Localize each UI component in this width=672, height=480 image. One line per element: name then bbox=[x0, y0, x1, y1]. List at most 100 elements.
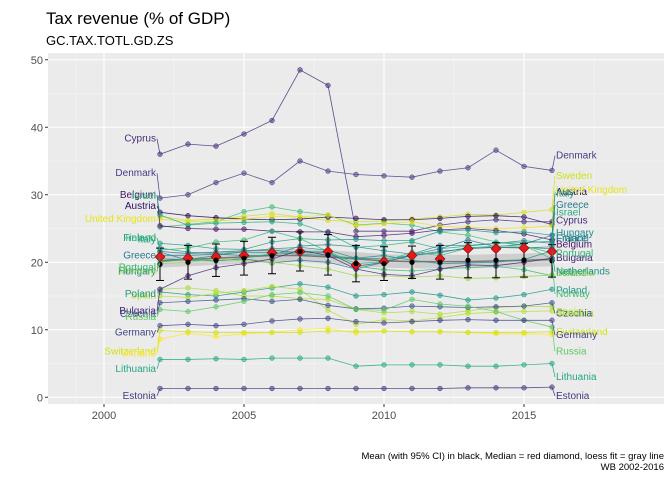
data-point-germany bbox=[437, 317, 443, 323]
left-label-bulgaria: Bulgaria bbox=[119, 306, 156, 317]
data-point-cyprus bbox=[213, 143, 219, 149]
data-point-poland bbox=[465, 297, 471, 303]
right-leader-germany bbox=[551, 320, 556, 336]
data-point-israel bbox=[213, 220, 219, 226]
data-point-united-kingdom bbox=[409, 219, 415, 225]
right-leader-russia bbox=[551, 327, 556, 352]
data-point-czechia bbox=[269, 298, 275, 305]
data-point-lithuania bbox=[325, 355, 331, 361]
right-label-switzerland: Switzerland bbox=[556, 327, 608, 338]
chart-title: Tax revenue (% of GDP) bbox=[46, 9, 230, 28]
y-tick-label: 30 bbox=[31, 190, 43, 202]
data-point-estonia bbox=[465, 385, 471, 391]
right-label-czechia: Czechia bbox=[556, 309, 593, 320]
data-point-austria bbox=[493, 213, 499, 219]
mean-point bbox=[269, 252, 275, 259]
data-point-norway bbox=[465, 232, 471, 238]
data-point-estonia bbox=[353, 385, 359, 392]
x-tick-label: 2000 bbox=[92, 410, 116, 422]
data-point-austria bbox=[185, 213, 191, 219]
right-label-slovakia: Slovakia bbox=[556, 309, 594, 320]
data-point-spain bbox=[521, 308, 527, 315]
mean-point bbox=[437, 259, 443, 265]
data-point-germany bbox=[269, 318, 275, 324]
data-point-germany bbox=[493, 317, 499, 323]
left-label-cyprus: Cyprus bbox=[124, 134, 156, 145]
data-point-italy bbox=[409, 238, 415, 244]
left-leader-denmark bbox=[156, 173, 161, 199]
country-labels: CyprusDenmarkAustriaBelgiumIsraelUnited … bbox=[85, 134, 627, 402]
data-point-greece bbox=[465, 237, 471, 243]
right-label-spain: Spain bbox=[556, 307, 582, 318]
data-point-czechia bbox=[213, 297, 219, 303]
left-leader-israel bbox=[156, 196, 161, 216]
data-point-cyprus bbox=[297, 67, 303, 73]
right-label-germany: Germany bbox=[556, 330, 597, 341]
data-point-cyprus bbox=[185, 141, 191, 147]
data-point-austria bbox=[465, 213, 471, 220]
data-point-lithuania bbox=[185, 356, 191, 363]
left-leader-portugal bbox=[156, 262, 161, 268]
left-label-switzerland: Switzerland bbox=[104, 346, 156, 357]
data-point-czechia bbox=[521, 303, 527, 309]
summary-stats bbox=[154, 231, 558, 283]
left-label-ukraine: Ukraine bbox=[122, 348, 157, 359]
data-point-switzerland bbox=[521, 329, 527, 336]
data-point-united-kingdom bbox=[297, 214, 303, 220]
data-point-italy bbox=[353, 236, 359, 242]
left-label-portugal: Portugal bbox=[119, 263, 156, 274]
data-point-denmark bbox=[465, 165, 471, 171]
data-point-norway bbox=[241, 208, 247, 215]
grid bbox=[48, 53, 664, 404]
data-point-switzerland bbox=[213, 329, 219, 336]
caption-line-2: WB 2002-2016 bbox=[601, 462, 664, 473]
data-point-germany bbox=[381, 320, 387, 326]
left-label-spain: Spain bbox=[130, 290, 156, 301]
data-point-lithuania bbox=[381, 362, 387, 368]
right-label-hungary: Hungary bbox=[556, 228, 594, 239]
data-point-lithuania bbox=[353, 363, 359, 369]
data-point-russia bbox=[437, 301, 443, 307]
right-label-denmark: Denmark bbox=[556, 151, 598, 162]
data-point-poland bbox=[353, 293, 359, 299]
data-point-czechia bbox=[185, 298, 191, 305]
data-point-denmark bbox=[409, 174, 415, 180]
data-point-poland bbox=[325, 284, 331, 290]
data-point-spain bbox=[465, 310, 471, 317]
data-point-estonia bbox=[521, 385, 527, 391]
data-point-denmark bbox=[381, 173, 387, 179]
median-diamond bbox=[462, 243, 474, 255]
data-point-cyprus bbox=[269, 117, 275, 124]
data-point-estonia bbox=[437, 385, 443, 392]
left-leader-cyprus bbox=[156, 138, 161, 155]
right-leader-norway bbox=[551, 258, 556, 295]
left-leader-russia bbox=[156, 309, 161, 318]
data-point-russia bbox=[241, 298, 247, 305]
mean-point bbox=[297, 248, 303, 255]
left-leader-germany bbox=[156, 325, 161, 333]
data-point-lithuania bbox=[493, 363, 499, 369]
left-leader-estonia bbox=[156, 388, 161, 397]
left-leader-ukraine bbox=[156, 339, 161, 354]
data-point-spain bbox=[157, 293, 163, 299]
mean-point bbox=[185, 259, 191, 265]
data-point-russia bbox=[465, 303, 471, 309]
left-label-czechia: Czechia bbox=[120, 309, 157, 320]
data-point-ireland bbox=[269, 228, 275, 234]
right-label-belgium: Belgium bbox=[556, 240, 592, 251]
y-tick-label: 10 bbox=[31, 325, 43, 337]
data-point-denmark bbox=[185, 192, 191, 198]
data-point-italy bbox=[465, 227, 471, 233]
data-point-spain bbox=[325, 307, 331, 313]
data-point-cyprus bbox=[521, 219, 527, 225]
mean-point bbox=[213, 257, 219, 263]
y-tick-label: 50 bbox=[31, 55, 43, 67]
left-leader-lithuania bbox=[156, 359, 161, 370]
data-point-denmark bbox=[437, 168, 443, 174]
mean-point bbox=[241, 255, 247, 261]
right-leader-czechia bbox=[551, 302, 556, 314]
left-label-russia: Russia bbox=[125, 312, 156, 323]
data-point-slovakia bbox=[409, 308, 415, 315]
right-label-france: France bbox=[556, 234, 588, 245]
data-point-spain bbox=[213, 290, 219, 296]
